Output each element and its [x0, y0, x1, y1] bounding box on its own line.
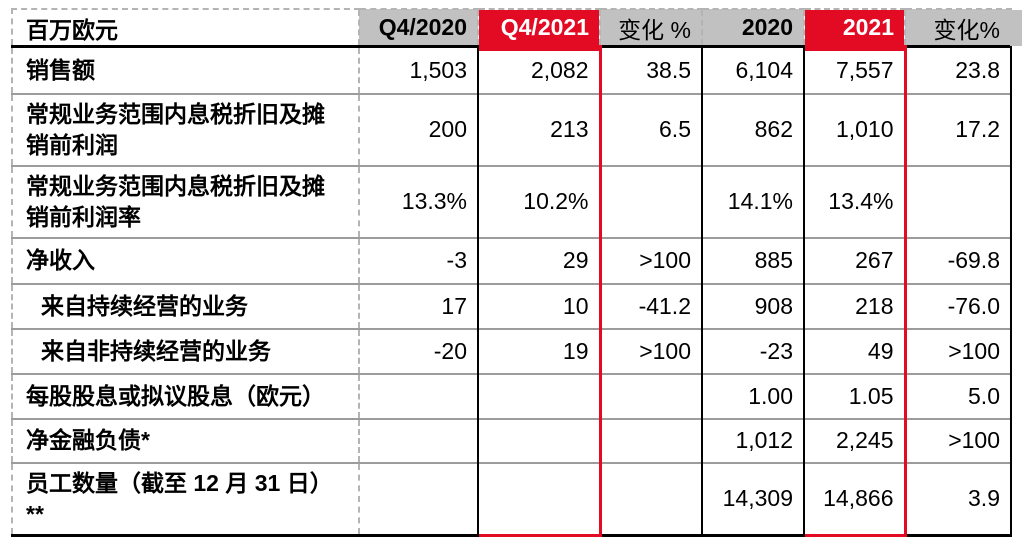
cell-value: 1,012: [702, 417, 804, 463]
cell-value: -76.0: [905, 282, 1012, 329]
row-label: 每股股息或拟议股息（欧元）: [11, 372, 360, 419]
cell-value: [359, 461, 478, 537]
cell-value: 1.05: [803, 372, 907, 419]
cell-value: [477, 372, 602, 419]
cell-value: >100: [905, 327, 1012, 374]
financial-results-table-wrap: 百万欧元 Q4/2020 Q4/2021 变化 % 2020 2021 变化% …: [11, 8, 1022, 537]
row-label: 常规业务范围内息税折旧及摊销前利润: [11, 92, 360, 166]
row-label: 销售额: [11, 46, 360, 94]
table-row-ebitda-margin: 常规业务范围内息税折旧及摊销前利润率 13.3% 10.2% 14.1% 13.…: [11, 164, 1012, 238]
table-row-dividend: 每股股息或拟议股息（欧元） 1.00 1.05 5.0: [11, 372, 1012, 419]
cell-value: -69.8: [905, 236, 1012, 284]
col-header-2021: 2021: [803, 8, 905, 52]
table-row-ebitda: 常规业务范围内息税折旧及摊销前利润 200 213 6.5 862 1,010 …: [11, 92, 1012, 166]
cell-value: 14,866: [803, 461, 907, 537]
table-row-net-income: 净收入 -3 29 >100 885 267 -69.8: [11, 236, 1012, 284]
table-row-discontinued-ops: 来自非持续经营的业务 -20 19 >100 -23 49 >100: [11, 327, 1012, 374]
cell-value: 200: [359, 92, 478, 166]
cell-value: -41.2: [600, 282, 703, 329]
col-header-q4-2020: Q4/2020: [358, 8, 478, 48]
cell-value: 267: [803, 236, 907, 284]
cell-value: 7,557: [803, 46, 907, 94]
cell-value: 49: [803, 327, 907, 374]
cell-value: 862: [702, 92, 804, 166]
cell-value: 3.9: [905, 461, 1012, 537]
cell-value: 23.8: [905, 46, 1012, 94]
cell-value: 2,082: [477, 46, 602, 94]
cell-value: 213: [477, 92, 602, 166]
col-header-unit: 百万欧元: [11, 8, 359, 48]
cell-value: 19: [477, 327, 602, 374]
cell-value: 1.00: [702, 372, 804, 419]
cell-value: 14,309: [702, 461, 804, 537]
cell-value: >100: [600, 236, 703, 284]
cell-value: >100: [600, 327, 703, 374]
cell-value: >100: [905, 417, 1012, 463]
cell-value: 17: [359, 282, 478, 329]
col-header-change-q4: 变化 %: [599, 8, 702, 48]
cell-value: [905, 164, 1012, 238]
row-label: 净收入: [11, 236, 360, 284]
cell-value: 1,010: [803, 92, 907, 166]
cell-value: 13.4%: [803, 164, 907, 238]
cell-value: 6,104: [735, 56, 793, 83]
cell-value: -23: [702, 327, 804, 374]
cell-value: [359, 372, 478, 419]
row-label: 来自非持续经营的业务: [11, 327, 360, 374]
table-row-net-financial-debt: 净金融负债* 1,012 2,245 >100: [11, 417, 1012, 463]
financial-results-table: 百万欧元 Q4/2020 Q4/2021 变化 % 2020 2021 变化% …: [11, 8, 1012, 537]
row-label: 来自持续经营的业务: [11, 282, 360, 329]
cell-value: 1,503: [409, 56, 467, 83]
cell-value: [600, 164, 703, 238]
cell-value: 14.1%: [702, 164, 804, 238]
cell-value: 17.2: [905, 92, 1012, 166]
col-header-change-fy: 变化%: [904, 8, 1012, 48]
cell-value: 38.5: [600, 46, 703, 94]
cell-value: 5.0: [905, 372, 1012, 419]
cell-value: 10: [477, 282, 602, 329]
cell-value: 885: [702, 236, 804, 284]
cell-value: 10.2%: [477, 164, 602, 238]
cell-value: [477, 417, 602, 463]
cell-value: [477, 461, 602, 537]
cell-value: 908: [702, 282, 804, 329]
cell-value: [600, 372, 703, 419]
cell-value: 13.3%: [359, 164, 478, 238]
cell-value: 29: [477, 236, 602, 284]
table-row-employees: 员工数量（截至 12 月 31 日）** 14,309 14,866 3.9: [11, 461, 1012, 537]
table-row-continuing-ops: 来自持续经营的业务 17 10 -41.2 908 218 -76.0: [11, 282, 1012, 329]
col-header-q4-2021: Q4/2021: [477, 8, 600, 52]
row-label: 员工数量（截至 12 月 31 日）**: [11, 461, 360, 537]
row-label: 净金融负债*: [11, 417, 360, 463]
row-label: 常规业务范围内息税折旧及摊销前利润率: [11, 164, 360, 238]
cell-value: -20: [359, 327, 478, 374]
table-row-sales: 销售额 1,503 2,082 38.5 6,104 7,557 23.8: [11, 46, 1012, 94]
cell-value: -3: [359, 236, 478, 284]
header-row: 百万欧元 Q4/2020 Q4/2021 变化 % 2020 2021 变化%: [11, 8, 1012, 52]
cell-value: [600, 461, 703, 537]
col-header-2020: 2020: [701, 8, 804, 48]
cell-value: [359, 417, 478, 463]
cell-value: 218: [803, 282, 907, 329]
header-gray-tail: [1010, 10, 1022, 46]
cell-value: 6.5: [600, 92, 703, 166]
cell-value: 2,245: [803, 417, 907, 463]
cell-value: [600, 417, 703, 463]
